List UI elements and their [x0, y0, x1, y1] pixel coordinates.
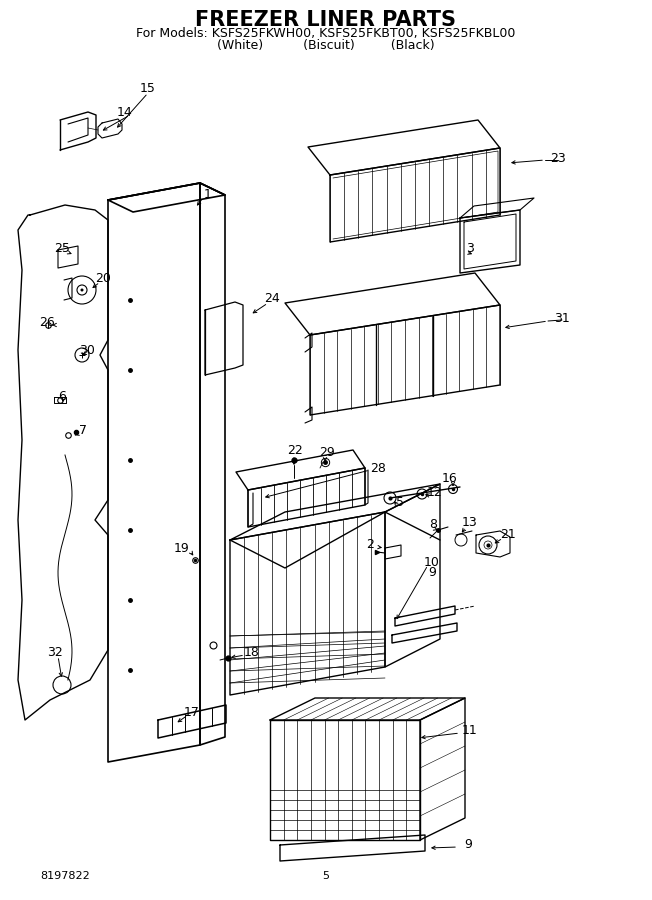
Text: 9: 9 [428, 565, 436, 579]
Text: (White)          (Biscuit)         (Black): (White) (Biscuit) (Black) [217, 40, 435, 52]
Text: 30: 30 [79, 344, 95, 356]
Text: For Models: KSFS25FKWH00, KSFS25FKBT00, KSFS25FKBL00: For Models: KSFS25FKWH00, KSFS25FKBT00, … [136, 28, 516, 40]
Text: 31: 31 [554, 311, 570, 325]
Text: 7: 7 [79, 424, 87, 436]
Text: 14: 14 [117, 105, 133, 119]
Text: 10: 10 [424, 555, 440, 569]
Circle shape [80, 289, 83, 292]
Text: 23: 23 [550, 151, 566, 165]
Text: 1: 1 [204, 187, 212, 201]
Text: 13: 13 [462, 517, 478, 529]
Text: 26: 26 [39, 316, 55, 328]
Text: 2: 2 [366, 537, 374, 551]
Text: 24: 24 [264, 292, 280, 304]
Text: 18: 18 [244, 645, 260, 659]
Text: 8: 8 [429, 518, 437, 532]
Text: 28: 28 [370, 462, 386, 474]
Text: 20: 20 [95, 272, 111, 284]
Text: 32: 32 [47, 646, 63, 660]
Text: 5: 5 [396, 496, 404, 508]
Text: 25: 25 [54, 241, 70, 255]
Text: 21: 21 [500, 528, 516, 542]
Text: 11: 11 [462, 724, 478, 736]
Text: 6: 6 [58, 390, 66, 402]
Text: 15: 15 [140, 82, 156, 94]
Text: 17: 17 [184, 706, 200, 718]
Text: 8197822: 8197822 [40, 871, 90, 881]
Text: 5: 5 [323, 871, 329, 881]
Text: 9: 9 [464, 839, 472, 851]
Text: 29: 29 [319, 446, 335, 458]
Text: FREEZER LINER PARTS: FREEZER LINER PARTS [196, 10, 456, 30]
Text: 22: 22 [287, 444, 303, 456]
Text: 12: 12 [427, 485, 443, 499]
Text: 3: 3 [466, 241, 474, 255]
Text: 19: 19 [174, 542, 190, 554]
Text: 16: 16 [442, 472, 458, 484]
